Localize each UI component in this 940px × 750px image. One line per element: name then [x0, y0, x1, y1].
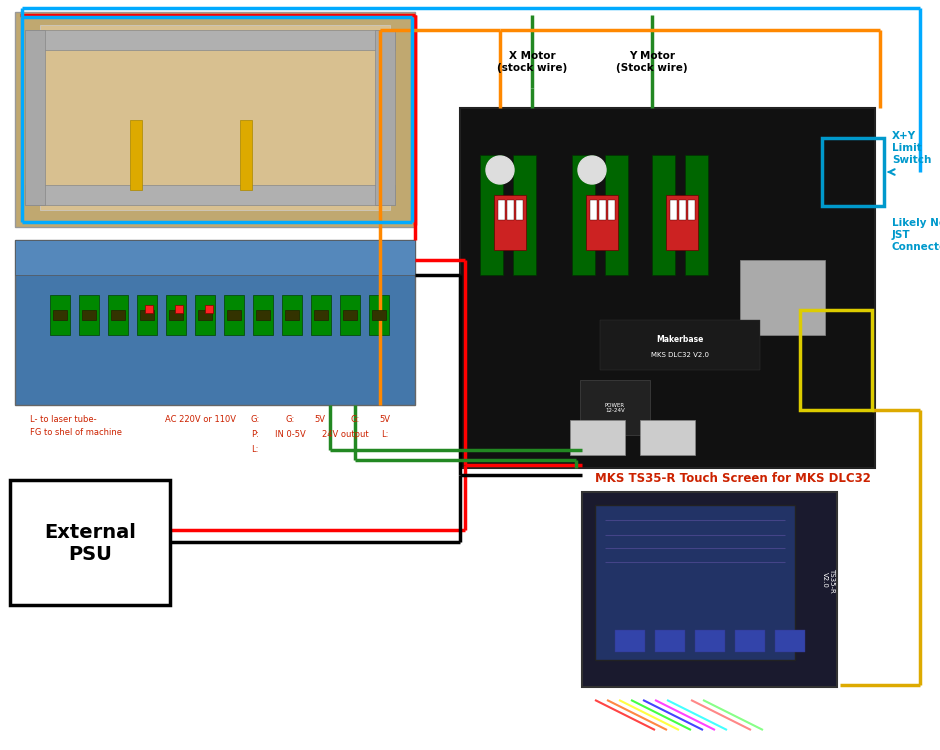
Text: AC 220V or 110V: AC 220V or 110V	[165, 415, 236, 424]
Bar	[513, 155, 536, 275]
Bar	[507, 200, 514, 220]
Bar	[195, 295, 215, 335]
Bar	[256, 310, 270, 320]
Text: G:: G:	[351, 415, 360, 424]
Text: L- to laser tube-: L- to laser tube-	[30, 415, 97, 424]
Bar	[685, 155, 708, 275]
Bar	[822, 138, 884, 206]
Text: MKS DLC32 V2.0: MKS DLC32 V2.0	[651, 352, 709, 358]
Text: External
PSU: External PSU	[44, 523, 136, 563]
Bar	[25, 30, 395, 50]
Bar	[175, 305, 183, 313]
Bar	[50, 295, 70, 335]
Bar	[599, 200, 606, 220]
Bar	[15, 240, 415, 275]
Bar	[615, 630, 645, 652]
Text: 5V: 5V	[380, 415, 390, 424]
Bar	[600, 320, 760, 370]
Text: Makerbase: Makerbase	[656, 335, 704, 344]
Bar	[166, 295, 186, 335]
Bar	[240, 120, 252, 190]
Bar	[740, 260, 825, 335]
Text: X+Y
Limit
Switch: X+Y Limit Switch	[892, 131, 932, 164]
Bar	[253, 295, 273, 335]
Bar	[15, 12, 415, 227]
Bar	[369, 295, 389, 335]
Bar	[375, 30, 395, 205]
Text: 5V: 5V	[315, 415, 325, 424]
Bar	[572, 155, 595, 275]
Bar	[582, 492, 837, 687]
Bar	[516, 200, 523, 220]
Bar	[53, 310, 67, 320]
Bar	[800, 310, 872, 410]
Bar	[140, 310, 154, 320]
Bar	[695, 630, 725, 652]
Bar	[595, 700, 825, 740]
Bar	[282, 295, 302, 335]
Bar	[343, 310, 357, 320]
Text: 24V output: 24V output	[321, 430, 368, 439]
Bar	[169, 310, 183, 320]
Bar	[145, 305, 153, 313]
Bar	[652, 155, 675, 275]
Bar	[640, 420, 695, 455]
Bar	[340, 295, 360, 335]
Text: G:: G:	[250, 415, 259, 424]
Bar	[655, 630, 685, 652]
Bar	[580, 380, 650, 435]
Bar	[314, 310, 328, 320]
Text: MKS
TS35-R
V2.0: MKS TS35-R V2.0	[822, 568, 842, 592]
Text: MKS TS35-R Touch Screen for MKS DLC32: MKS TS35-R Touch Screen for MKS DLC32	[595, 472, 870, 485]
Bar	[590, 200, 597, 220]
Text: Y Motor
(Stock wire): Y Motor (Stock wire)	[617, 52, 688, 73]
Bar	[679, 200, 686, 220]
Bar	[670, 200, 677, 220]
Bar	[25, 185, 395, 205]
Text: IN 0-5V: IN 0-5V	[274, 430, 306, 439]
Bar	[688, 200, 695, 220]
Bar	[775, 630, 805, 652]
Bar	[480, 155, 503, 275]
Bar	[205, 305, 213, 313]
Text: Likely Need
JST
Connectors: Likely Need JST Connectors	[892, 218, 940, 251]
Bar	[137, 295, 157, 335]
Bar	[108, 295, 128, 335]
Bar	[285, 310, 299, 320]
Text: X Motor
(stock wire): X Motor (stock wire)	[497, 52, 567, 73]
Bar	[227, 310, 241, 320]
Bar	[82, 310, 96, 320]
Circle shape	[578, 156, 606, 184]
Bar	[570, 420, 625, 455]
Bar	[498, 200, 505, 220]
Bar	[372, 310, 386, 320]
Bar	[460, 108, 875, 468]
Bar	[311, 295, 331, 335]
Circle shape	[486, 156, 514, 184]
Bar	[605, 155, 628, 275]
Bar	[595, 505, 795, 660]
Bar	[666, 195, 698, 250]
Bar	[494, 195, 526, 250]
Bar	[25, 30, 45, 205]
Text: L:: L:	[382, 430, 388, 439]
Bar	[224, 295, 244, 335]
Bar	[10, 480, 170, 605]
Bar	[40, 25, 390, 210]
Text: POWER
12-24V: POWER 12-24V	[605, 403, 625, 413]
Text: FG to shel of machine: FG to shel of machine	[30, 428, 122, 437]
Text: G:: G:	[286, 415, 294, 424]
Bar	[15, 240, 415, 405]
Text: L:: L:	[251, 445, 258, 454]
Bar	[735, 630, 765, 652]
Bar	[111, 310, 125, 320]
Bar	[130, 120, 142, 190]
Bar	[586, 195, 618, 250]
Bar	[79, 295, 99, 335]
Bar	[608, 200, 615, 220]
Text: P:: P:	[251, 430, 258, 439]
Bar	[198, 310, 212, 320]
